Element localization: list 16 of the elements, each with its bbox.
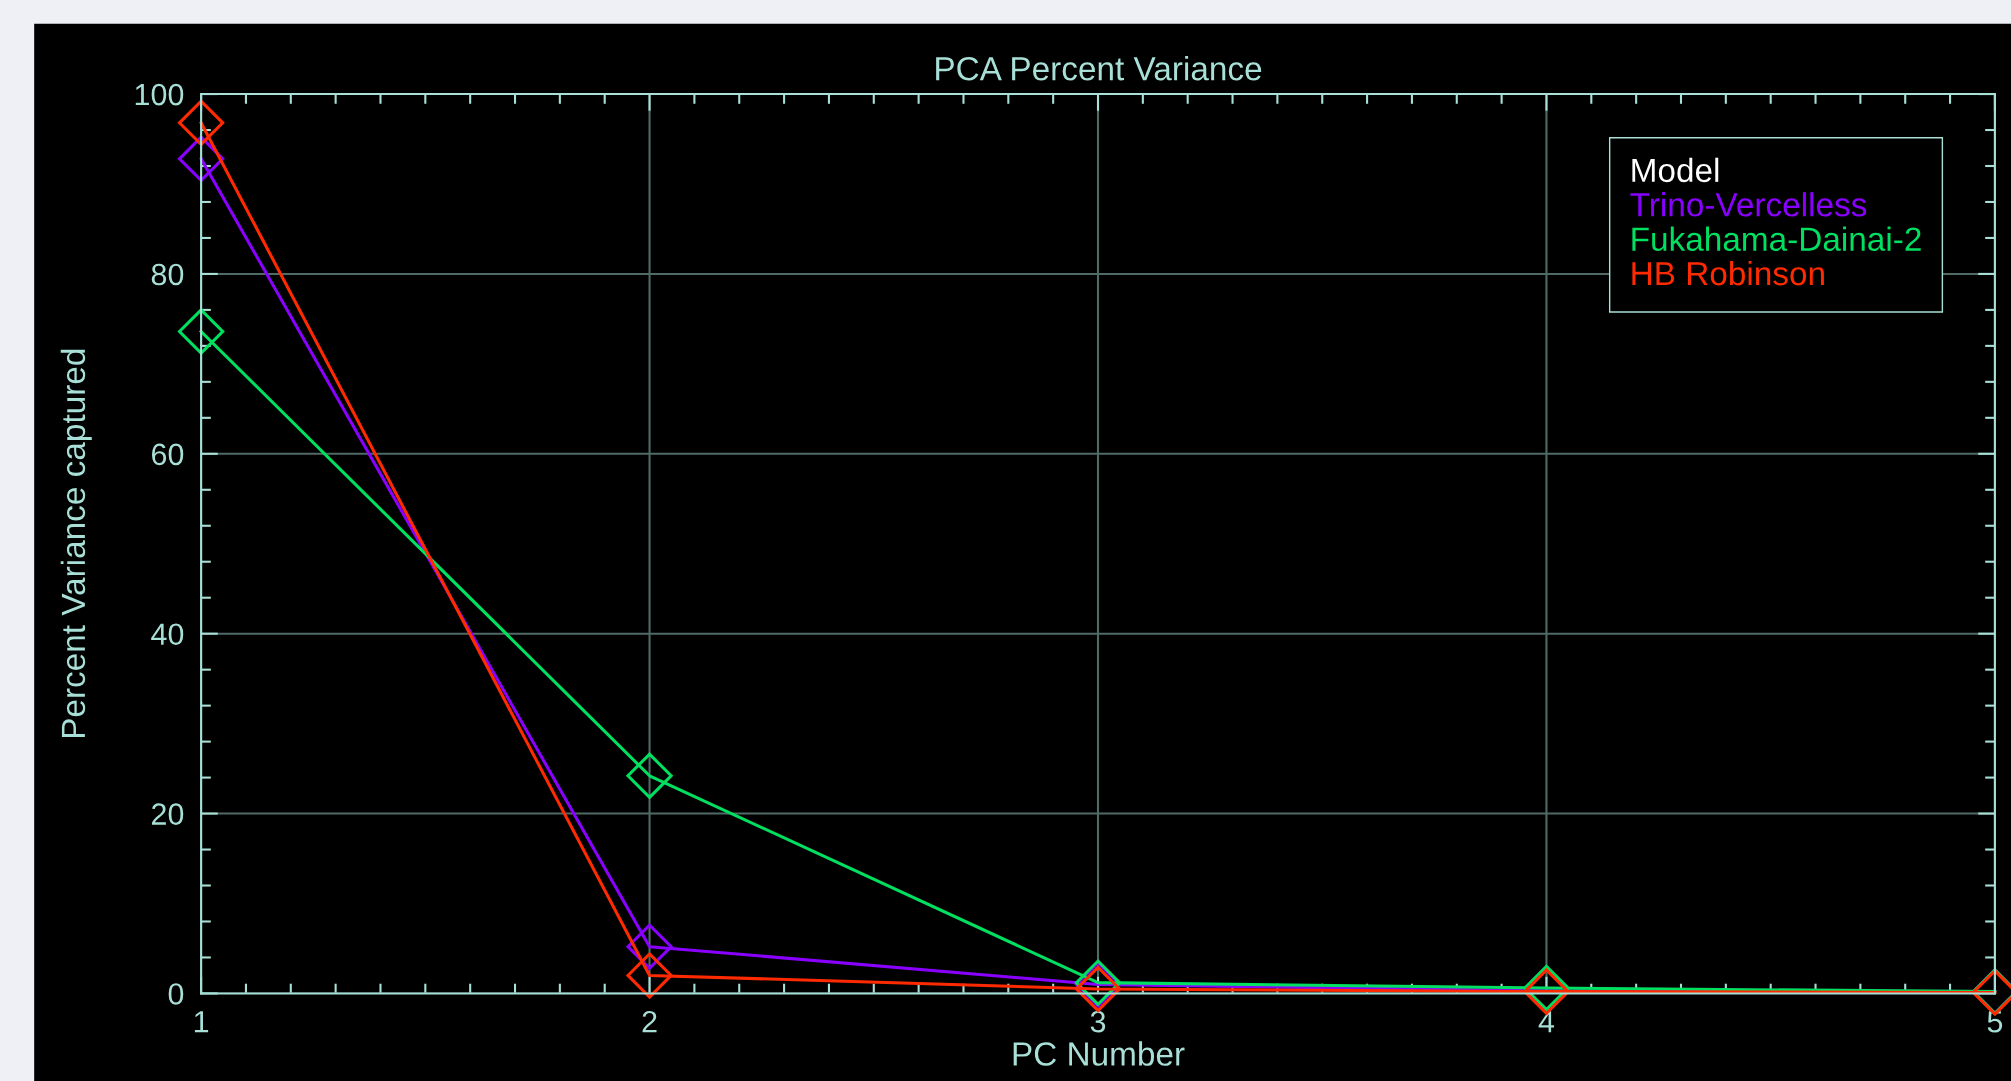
y-axis-title: Percent Variance captured [60,349,92,738]
y-tick-label: 40 [151,623,184,646]
x-tick-label: 1 [194,1011,209,1033]
x-tick-label: 3 [1090,1010,1106,1033]
text: HB Robinson [1632,260,1824,286]
text: Trino-Vercelless [1630,192,1867,217]
y-tick-label: 60 [152,443,184,466]
y-tick-label: 80 [151,263,184,286]
x-axis-title: PC Number [1013,1041,1185,1066]
text: Fukahama-Dainai-2 [1632,226,1921,251]
x-tick-label: 2 [642,1010,657,1033]
legend-title: Model [1632,157,1719,183]
chart-title: PCA Percent Variance [936,56,1262,81]
y-tick-label: 100 [135,83,184,106]
y-tick-label: 0 [168,983,184,1005]
y-tick-label: 20 [151,803,184,825]
